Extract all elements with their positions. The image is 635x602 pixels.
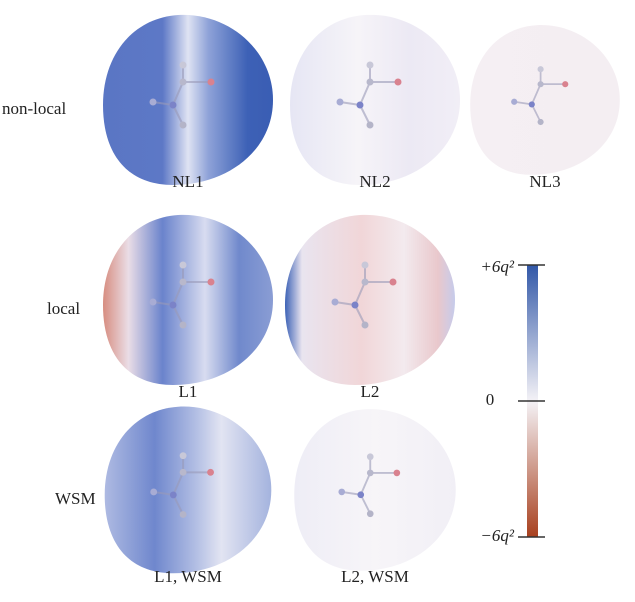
atom [180,262,187,269]
atom [352,302,359,309]
atom [180,79,187,86]
atom [170,491,177,498]
surface [105,407,272,574]
atom [180,62,187,69]
surface [103,15,273,185]
atom [332,299,339,306]
surface-panel [470,25,620,175]
atom [180,322,187,329]
colorbar-zero-label: 0 [486,390,495,409]
atom [170,102,177,109]
surface [470,25,620,175]
atom [394,470,401,477]
row-label: local [47,299,80,318]
panel-caption: NL3 [529,172,560,191]
atom [180,452,187,459]
atom [390,279,397,286]
surface-panel [103,215,273,385]
figure: non-local local WSM NL1 NL2 NL3 L1 L2 L1, WSM… [0,0,635,602]
row-label: WSM [55,489,96,508]
atom [367,453,374,460]
surface [290,15,460,185]
panel-caption: NL1 [172,172,203,191]
atom [180,279,187,286]
panel-caption: L2, WSM [341,567,409,586]
atom [357,102,364,109]
atom [170,302,177,309]
surface-panel [294,409,456,571]
surface-panel [103,15,273,185]
colorbar-max-label: +6q² [480,257,514,276]
atom [362,279,369,286]
panel-caption: NL2 [359,172,390,191]
surface-panel [105,407,272,574]
atom [362,262,369,269]
atom [538,119,544,125]
atom [529,101,535,107]
atom [357,491,364,498]
atom [367,122,374,129]
row-label: non-local [2,99,66,118]
atom [395,79,402,86]
panel-caption: L2 [361,382,380,401]
atom [150,299,157,306]
surface-panel [290,15,460,185]
atom [180,122,187,129]
atom [180,511,187,518]
atom [208,79,215,86]
atom [180,469,187,476]
atom [150,99,157,106]
atom [367,79,374,86]
atom [338,489,345,496]
surface [103,215,273,385]
atom [207,469,214,476]
atom [367,470,374,477]
atom [208,279,215,286]
surface [285,215,455,385]
atom [150,489,157,496]
surface-panel [285,215,455,385]
colorbar-min-label: −6q² [480,526,514,545]
panel-caption: L1 [179,382,198,401]
atom [367,62,374,69]
atom [362,322,369,329]
surface [294,409,456,571]
atom [562,81,568,87]
atom [367,510,374,517]
atom [538,81,544,87]
atom [511,99,517,105]
atom [538,66,544,72]
atom [337,99,344,106]
panel-caption: L1, WSM [154,567,222,586]
